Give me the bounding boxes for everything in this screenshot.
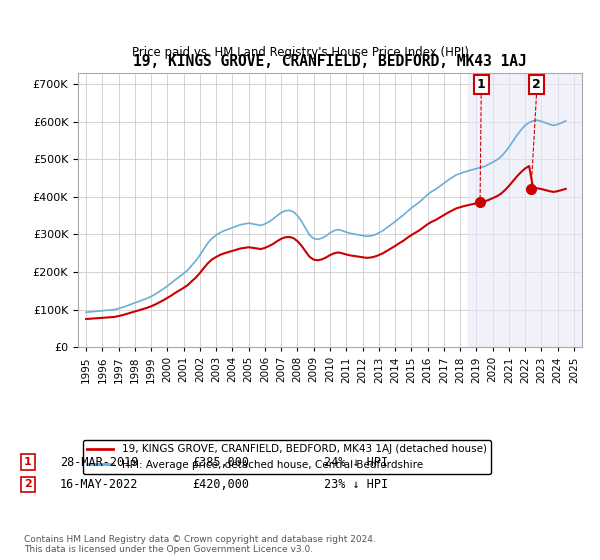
Title: 19, KINGS GROVE, CRANFIELD, BEDFORD, MK43 1AJ: 19, KINGS GROVE, CRANFIELD, BEDFORD, MK4… (133, 54, 527, 69)
Text: 16-MAY-2022: 16-MAY-2022 (60, 478, 139, 491)
Text: £385,000: £385,000 (192, 455, 249, 469)
Text: 2: 2 (532, 78, 541, 91)
Text: £420,000: £420,000 (192, 478, 249, 491)
Text: 24% ↓ HPI: 24% ↓ HPI (324, 455, 388, 469)
Text: Contains HM Land Registry data © Crown copyright and database right 2024.
This d: Contains HM Land Registry data © Crown c… (24, 535, 376, 554)
Bar (468, 73, 582, 347)
Text: 23% ↓ HPI: 23% ↓ HPI (324, 478, 388, 491)
Text: 1: 1 (24, 457, 32, 467)
Text: Price paid vs. HM Land Registry's House Price Index (HPI): Price paid vs. HM Land Registry's House … (131, 46, 469, 59)
Text: 1: 1 (477, 78, 485, 91)
Text: 28-MAR-2019: 28-MAR-2019 (60, 455, 139, 469)
Legend: 19, KINGS GROVE, CRANFIELD, BEDFORD, MK43 1AJ (detached house), HPI: Average pri: 19, KINGS GROVE, CRANFIELD, BEDFORD, MK4… (83, 440, 491, 474)
Text: 2: 2 (24, 479, 32, 489)
